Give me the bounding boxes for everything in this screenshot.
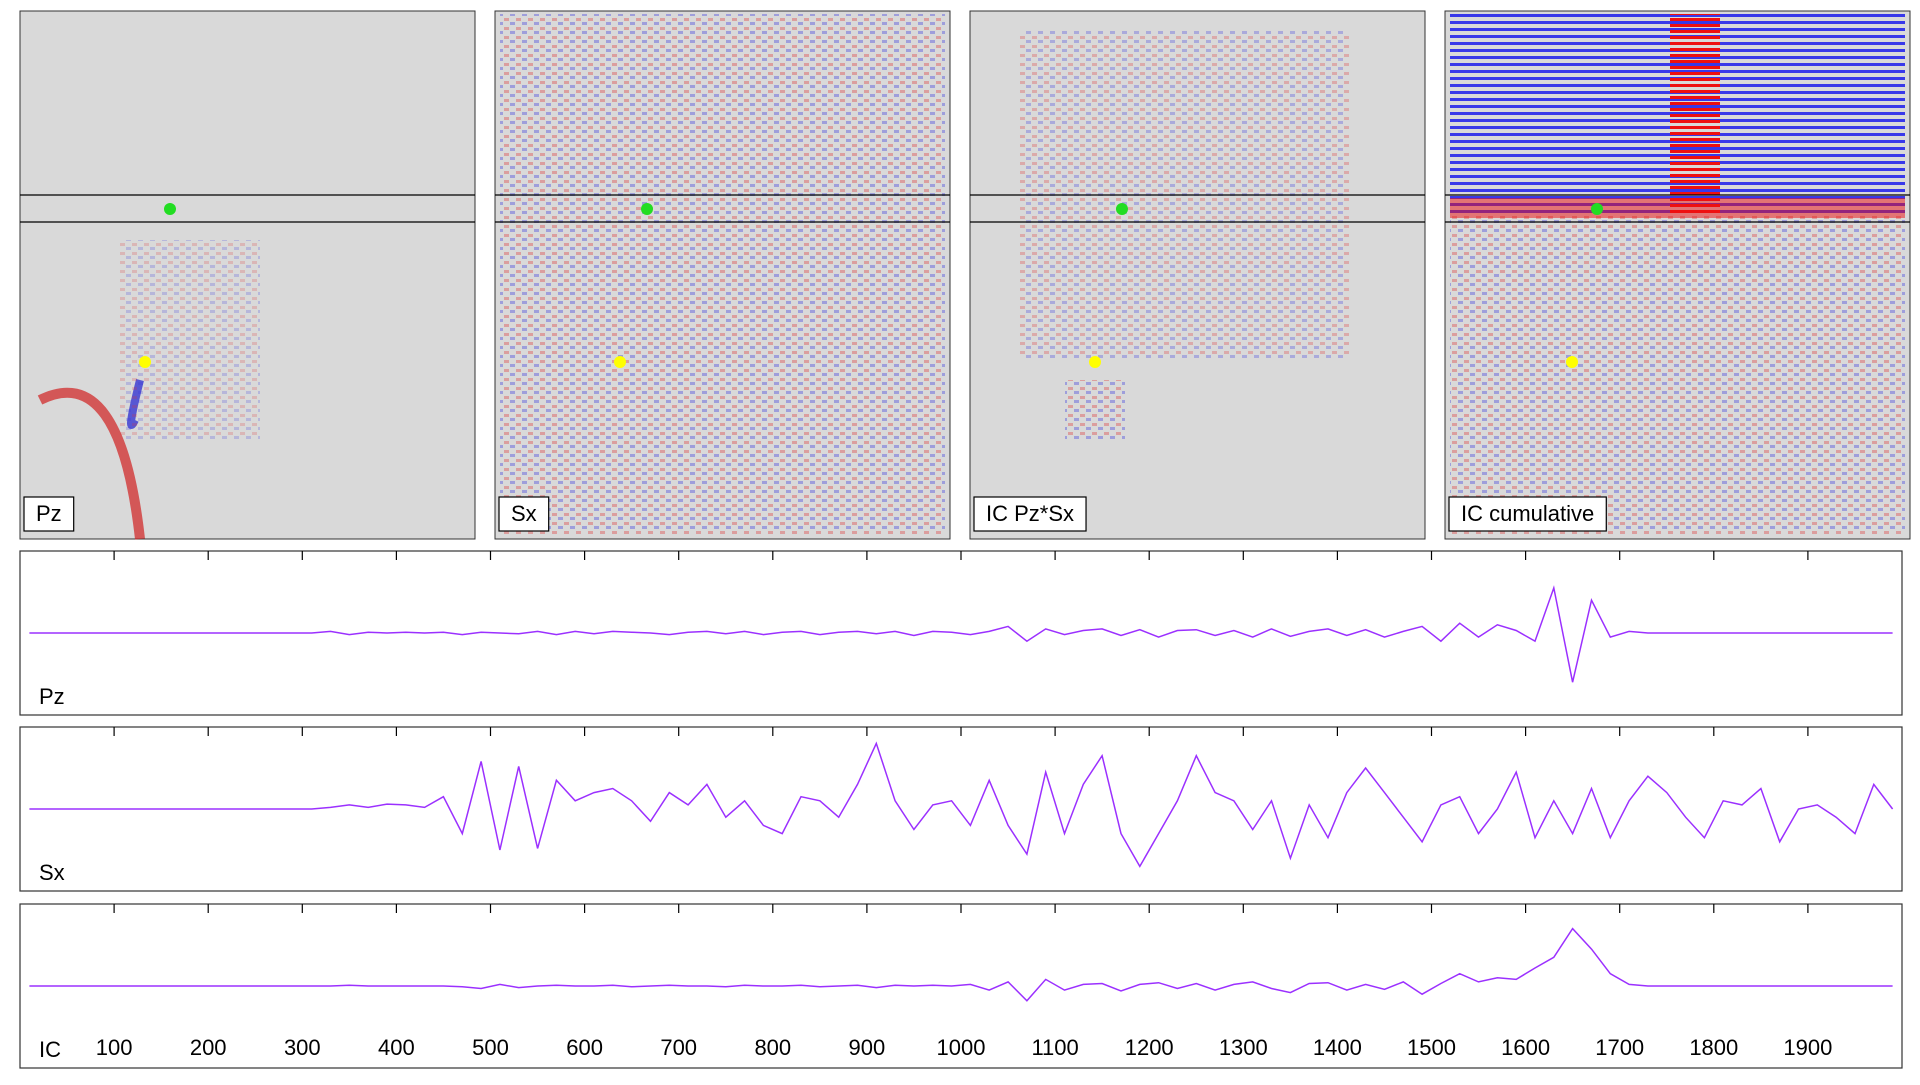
- x-tick-label: 1100: [1031, 1035, 1078, 1060]
- x-tick-label: 200: [190, 1035, 227, 1060]
- source-dot: [1566, 356, 1578, 368]
- panel-label: IC cumulative: [1461, 501, 1594, 526]
- texture: [1670, 14, 1720, 214]
- x-tick-label: 1600: [1501, 1035, 1550, 1060]
- trace-label: Pz: [39, 684, 65, 709]
- x-tick-label: 700: [660, 1035, 697, 1060]
- receiver-dot: [164, 203, 176, 215]
- texture: [120, 240, 260, 440]
- x-tick-label: 1800: [1689, 1035, 1738, 1060]
- x-tick-label: 1400: [1313, 1035, 1362, 1060]
- x-tick-label: 1000: [937, 1035, 986, 1060]
- texture: [1065, 380, 1125, 440]
- trace-frame: [19, 726, 1903, 892]
- receiver-dot: [1591, 203, 1603, 215]
- trace-line: [29, 585, 1893, 683]
- panel-label-box: [23, 496, 75, 532]
- panel-label-box: [498, 496, 550, 532]
- x-tick-label: 1200: [1125, 1035, 1174, 1060]
- source-dot: [614, 356, 626, 368]
- x-tick-label: 400: [378, 1035, 415, 1060]
- receiver-dot: [1116, 203, 1128, 215]
- x-tick-label: 1500: [1407, 1035, 1456, 1060]
- trace-label: IC: [39, 1037, 61, 1062]
- x-tick-label: 500: [472, 1035, 509, 1060]
- x-tick-label: 1900: [1783, 1035, 1832, 1060]
- source-dot: [139, 356, 151, 368]
- x-tick-label: 800: [754, 1035, 791, 1060]
- trace-line: [29, 741, 1894, 868]
- texture: [500, 14, 945, 534]
- trace-line: [29, 927, 1893, 1002]
- x-tick-label: 900: [849, 1035, 886, 1060]
- source-dot: [1089, 356, 1101, 368]
- panel-label: IC Pz*Sx: [986, 501, 1074, 526]
- receiver-dot: [641, 203, 653, 215]
- trace-label: Sx: [39, 860, 65, 885]
- x-tick-label: 1300: [1219, 1035, 1268, 1060]
- x-tick-label: 1700: [1595, 1035, 1644, 1060]
- texture: [1450, 198, 1905, 218]
- x-tick-label: 300: [284, 1035, 321, 1060]
- wavefront: [37, 387, 145, 540]
- panel-label-box: [973, 496, 1087, 532]
- panel-label: Pz: [36, 501, 62, 526]
- x-tick-label: 100: [96, 1035, 133, 1060]
- texture: [1450, 214, 1905, 534]
- panel-label: Sx: [511, 501, 537, 526]
- panel-label-box: [1448, 496, 1607, 532]
- x-tick-label: 600: [566, 1035, 603, 1060]
